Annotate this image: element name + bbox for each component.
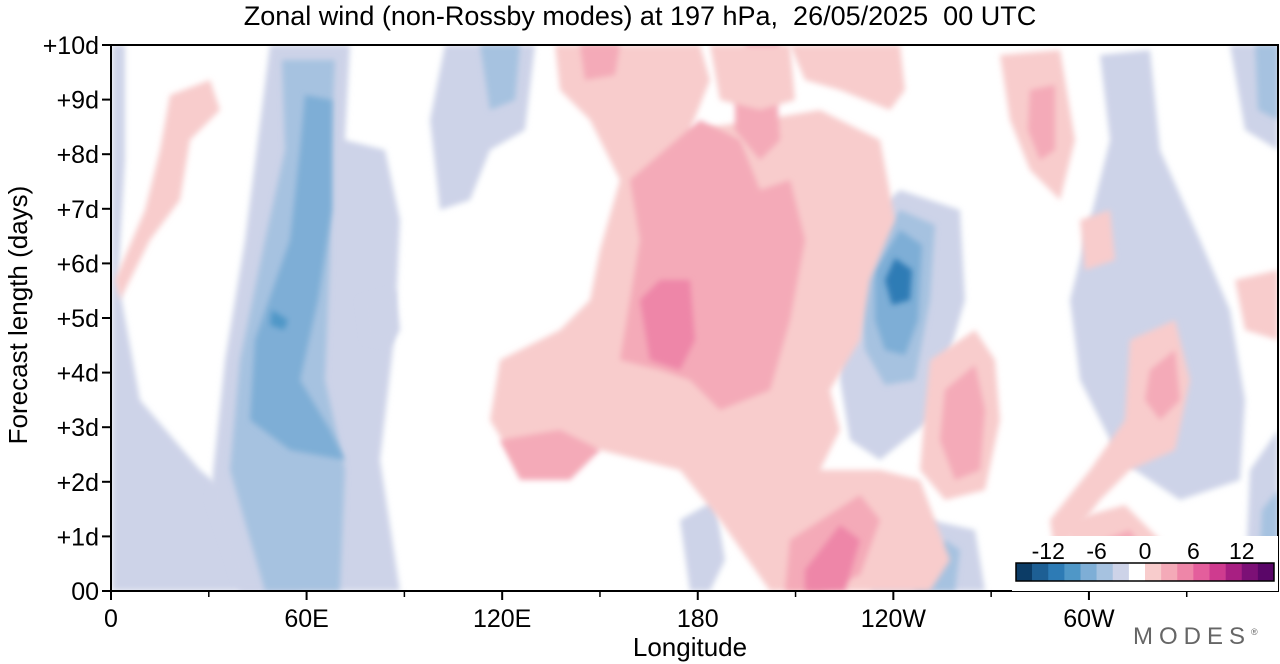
positive-wind-region	[710, 45, 795, 110]
positive-wind-region	[1080, 210, 1115, 270]
positive-wind-region	[940, 365, 985, 480]
colorbar-swatch	[1048, 563, 1065, 581]
x-tick-label: 120E	[473, 605, 531, 633]
colorbar-swatch	[1096, 563, 1114, 581]
positive-wind-region	[640, 280, 695, 370]
positive-wind-region	[115, 80, 220, 300]
negative-wind-region	[1070, 50, 1245, 500]
positive-wind-region	[1028, 85, 1055, 160]
colorbar-swatch	[1080, 563, 1097, 581]
x-axis-label: Longitude	[632, 632, 748, 662]
y-tick-label: +7d	[57, 196, 99, 224]
colorbar-tick-label: 6	[1187, 538, 1200, 564]
negative-wind-region	[885, 258, 912, 305]
colorbar-swatch	[1225, 563, 1243, 581]
y-tick-label: +8d	[57, 141, 99, 169]
colorbar-swatch	[1257, 563, 1275, 581]
colorbar-tick-label: 0	[1139, 538, 1152, 564]
y-tick-label: +6d	[57, 250, 99, 278]
colorbar-swatch	[1064, 563, 1081, 581]
y-axis: 00 +1d +2d +3d +4d +5d +6d +7d +8d +9d +10d	[43, 32, 111, 606]
positive-wind-region	[805, 525, 860, 591]
y-tick-label: +10d	[43, 32, 99, 60]
colorbar-swatch	[1161, 563, 1178, 581]
y-tick-label: +3d	[57, 414, 99, 442]
colorbar-swatch	[1032, 563, 1049, 581]
colorbar-swatch	[1128, 563, 1146, 581]
colorbar-swatch	[1112, 563, 1130, 581]
negative-wind-region	[680, 500, 725, 591]
y-axis-label: Forecast length (days)	[3, 185, 33, 445]
colorbar-tick-label: -6	[1086, 538, 1106, 564]
negative-wind-region	[270, 310, 288, 330]
x-axis: 0 60E 120E 180 120W 60W	[104, 591, 1188, 633]
negative-wind-region	[112, 45, 300, 591]
x-tick-label: 60E	[284, 605, 328, 633]
positive-wind-region	[500, 430, 600, 480]
colorbar-swatch	[1145, 563, 1162, 581]
colorbar-tick-label: 12	[1229, 538, 1255, 564]
y-tick-label: +4d	[57, 360, 99, 388]
negative-wind-region	[1255, 45, 1278, 120]
x-tick-label: 60W	[1063, 605, 1115, 633]
colorbar-frame	[1015, 562, 1275, 582]
colorbar-swatch	[1177, 563, 1194, 581]
positive-wind-region	[790, 45, 905, 110]
positive-wind-region	[580, 45, 620, 80]
negative-wind-region	[360, 290, 400, 345]
colorbar-swatch	[1016, 563, 1033, 581]
x-tick-label: 180	[677, 605, 719, 633]
positive-wind-region	[1145, 350, 1180, 420]
y-tick-label: +5d	[57, 305, 99, 333]
wind-field	[112, 45, 1278, 591]
colorbar-swatch	[1209, 563, 1226, 581]
y-tick-label: +9d	[57, 87, 99, 115]
logo-mark: ®	[1251, 627, 1258, 637]
x-tick-label: 120W	[861, 605, 927, 633]
modes-logo: MODES®	[1133, 623, 1258, 651]
logo-text: MODES	[1133, 623, 1252, 650]
x-tick-label: 0	[104, 605, 118, 633]
y-tick-label: +1d	[57, 523, 99, 551]
colorbar-swatch	[1241, 563, 1259, 581]
negative-wind-region	[250, 95, 345, 460]
colorbar-swatch	[1193, 563, 1210, 581]
y-tick-label: +2d	[57, 469, 99, 497]
colorbar-tick-label: -12	[1032, 538, 1065, 564]
y-tick-label: 00	[71, 578, 99, 606]
positive-wind-region	[1235, 270, 1278, 340]
colorbar: -12 -6 0 6 12	[1012, 536, 1278, 591]
chart-title: Zonal wind (non-Rossby modes) at 197 hPa…	[243, 1, 1037, 31]
negative-wind-region	[480, 45, 520, 110]
